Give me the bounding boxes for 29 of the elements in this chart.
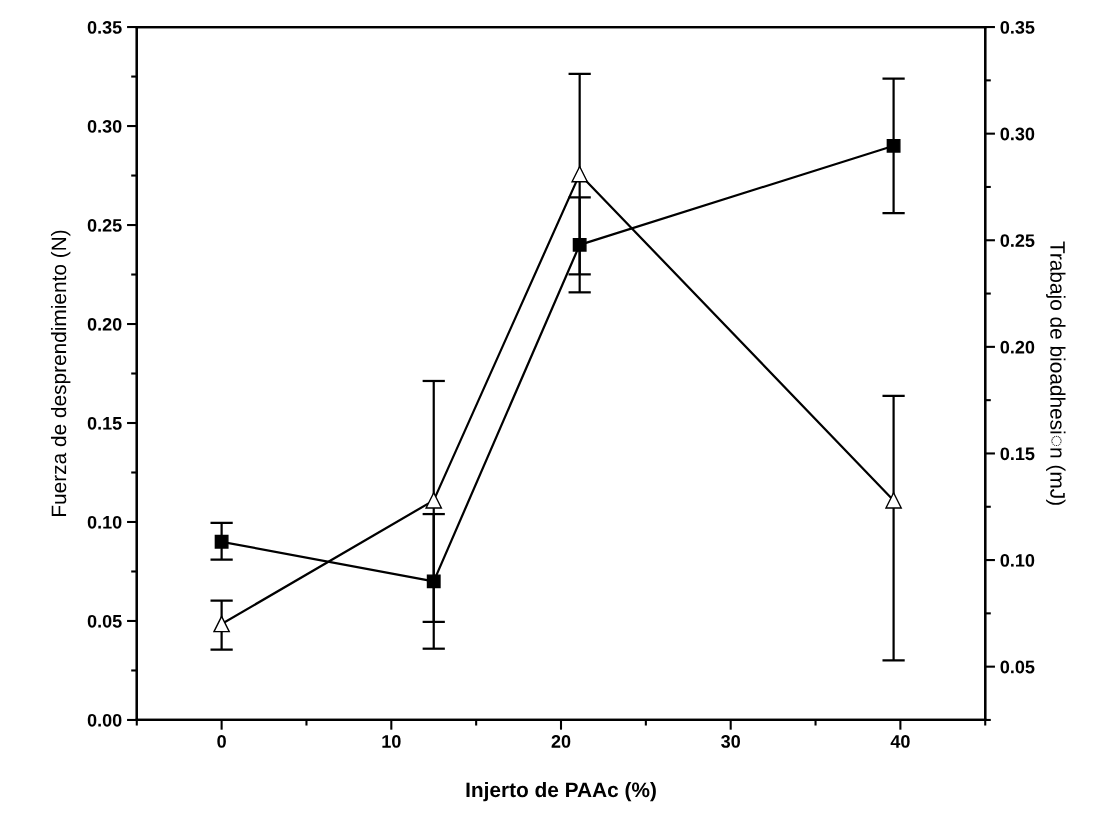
- point: [213, 615, 230, 633]
- x-tick-label: 0: [217, 735, 226, 748]
- x-tick-label: 10: [382, 735, 401, 748]
- y-tick-label: 0.25: [87, 218, 122, 232]
- y2-tick-label: 0.25: [1000, 234, 1035, 247]
- y2-tick-label: 0.35: [1000, 20, 1035, 34]
- x-tick-label: 30: [721, 735, 740, 748]
- y-tick-label: 0.30: [87, 119, 122, 133]
- point: [886, 138, 901, 153]
- y-tick-label: 0.05: [87, 614, 122, 628]
- x-tick-label: 40: [890, 735, 910, 748]
- y2-tick-label: 0.30: [1000, 127, 1035, 141]
- y-tick-label: 0.10: [87, 515, 122, 529]
- point: [571, 165, 589, 183]
- y-tick-label: 0.00: [87, 713, 122, 727]
- point: [214, 534, 229, 549]
- y2-tick-label: 0.15: [1000, 447, 1035, 461]
- y-tick-label: 0.15: [87, 416, 122, 430]
- y2-axis-title: Trabajo de bioadhesi◌n (mJ): [1046, 241, 1066, 505]
- x-axis-title: Injerto de PAAc (%): [466, 781, 656, 802]
- y2-tick-label: 0.10: [1000, 553, 1035, 567]
- y-axis-title: Fuerza de desprendimiento (N): [50, 230, 71, 516]
- y2-tick-label: 0.20: [1000, 340, 1035, 354]
- y-tick-label: 0.20: [87, 317, 122, 331]
- point: [885, 492, 902, 509]
- y2-tick-label: 0.05: [1000, 660, 1035, 674]
- x-tick-label: 20: [551, 735, 571, 748]
- y-tick-label: 0.35: [87, 20, 122, 34]
- point: [425, 492, 443, 509]
